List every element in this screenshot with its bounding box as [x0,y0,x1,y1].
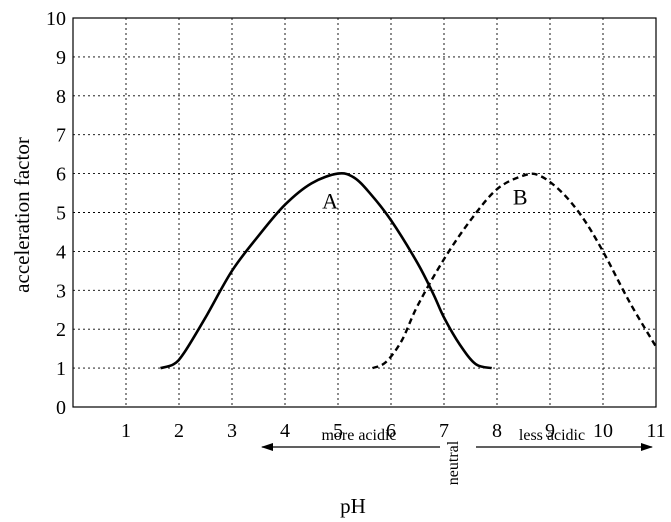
series-line-a [160,172,493,370]
y-axis-label: acceleration factor [10,137,34,293]
y-tick-label: 0 [56,397,66,419]
x-tick-label: 9 [545,420,555,442]
plot-frame [72,17,657,408]
x-tick-label: 11 [646,420,665,442]
y-tick-label: 10 [46,8,66,30]
y-tick-label: 8 [56,86,66,108]
x-tick-label: 3 [227,420,237,442]
y-tick-label: 2 [56,319,66,341]
neutral-label: neutral [445,440,462,485]
x-tick-label: 7 [439,420,449,442]
x-tick-label: 10 [593,420,613,442]
less-acidic-label: less acidic [519,427,585,444]
y-tick-label: 4 [56,241,66,263]
x-tick-label: 4 [280,420,290,442]
x-tick-label: 5 [333,420,343,442]
y-tick-label: 5 [56,203,66,225]
x-tick-labels: 1 2 3 4 5 6 7 8 9 10 11 [121,420,666,442]
series-group [160,172,658,370]
y-tick-label: 1 [56,358,66,380]
x-tick-label: 1 [121,420,131,442]
grid [73,18,656,407]
y-tick-labels: 0 1 2 3 4 5 6 7 8 9 10 [46,8,66,419]
x-tick-label: 6 [386,420,396,442]
more-acidic-label: more acidic [321,427,396,444]
y-tick-label: 7 [56,125,66,147]
x-tick-label: 2 [174,420,184,442]
x-tick-label: 8 [492,420,502,442]
series-line-b [371,172,658,370]
curve-label-a: A [322,189,338,214]
curve-label-b: B [513,185,528,210]
y-tick-label: 6 [56,164,66,186]
y-tick-label: 3 [56,280,66,302]
y-tick-label: 9 [56,47,66,69]
x-axis-label: pH [340,494,366,518]
